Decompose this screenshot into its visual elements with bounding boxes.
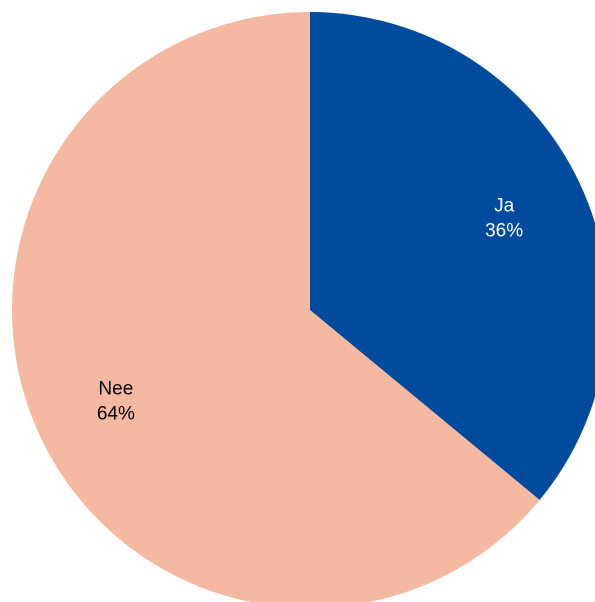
pie-slices [12, 12, 595, 602]
data-label-ja-percent: 36% [485, 221, 523, 242]
pie-slice-ja [310, 12, 595, 500]
data-label-nee-name: Nee [98, 378, 133, 399]
pie-labels: Ja 36% Nee 64% [97, 196, 523, 425]
pie-slice-nee [12, 12, 540, 602]
data-label-ja-name: Ja [494, 196, 515, 217]
data-label-nee-percent: 64% [97, 403, 135, 424]
